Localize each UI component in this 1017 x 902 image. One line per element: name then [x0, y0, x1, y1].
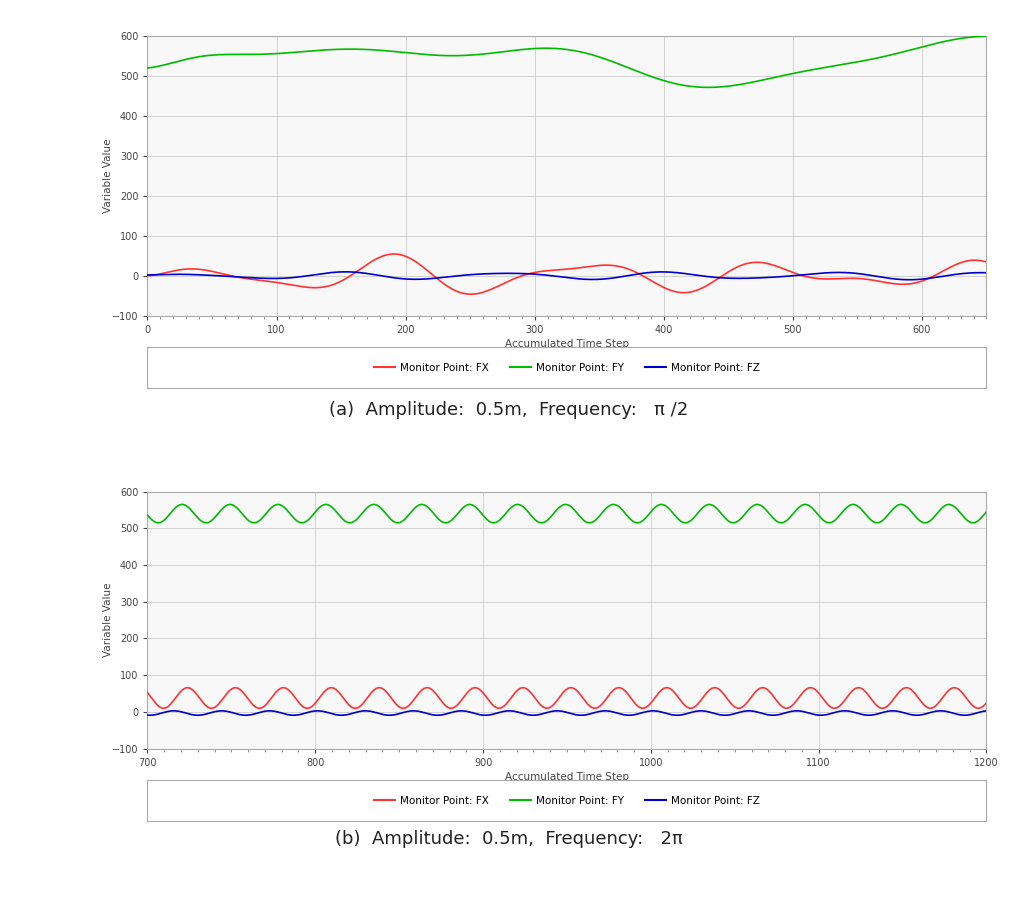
Text: (b)  Amplitude:  0.5m,  Frequency:   2π: (b) Amplitude: 0.5m, Frequency: 2π	[335, 830, 682, 848]
X-axis label: Accumulated Time Step: Accumulated Time Step	[505, 772, 629, 782]
Y-axis label: Variable Value: Variable Value	[103, 139, 113, 213]
Text: (a)  Amplitude:  0.5m,  Frequency:   π /2: (a) Amplitude: 0.5m, Frequency: π /2	[328, 401, 689, 419]
Y-axis label: Variable Value: Variable Value	[103, 583, 113, 658]
Legend: Monitor Point: FX, Monitor Point: FY, Monitor Point: FZ: Monitor Point: FX, Monitor Point: FY, Mo…	[370, 358, 764, 377]
Legend: Monitor Point: FX, Monitor Point: FY, Monitor Point: FZ: Monitor Point: FX, Monitor Point: FY, Mo…	[370, 791, 764, 810]
X-axis label: Accumulated Time Step: Accumulated Time Step	[505, 339, 629, 349]
